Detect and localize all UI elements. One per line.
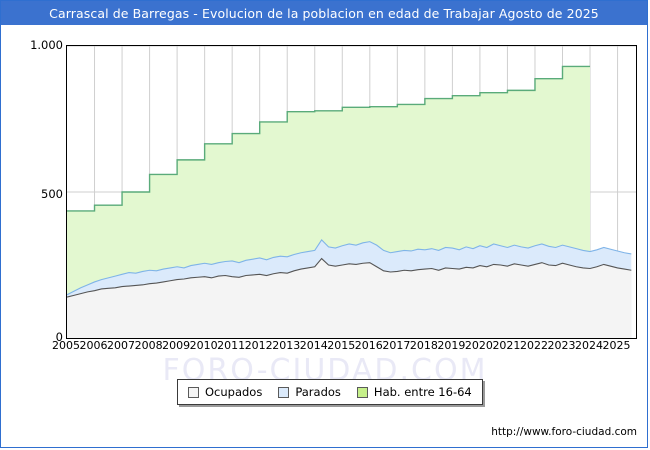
x-tick-2015: 2015 — [327, 339, 356, 352]
x-tick-2012: 2012 — [244, 339, 273, 352]
legend-swatch-ocupados — [188, 386, 199, 398]
legend-swatch-parados — [278, 386, 290, 398]
source-url: http://www.foro-ciudad.com — [491, 426, 637, 438]
x-tick-2020: 2020 — [464, 339, 493, 352]
series-ocupados — [67, 257, 632, 338]
x-tick-2013: 2013 — [272, 339, 301, 352]
y-tick-1000: 1.000 — [30, 38, 63, 52]
x-tick-2007: 2007 — [107, 339, 136, 352]
plot-area — [66, 45, 637, 339]
x-axis-labels: 2005 2006 2007 2008 2009 2010 2011 2012 2013 2014… — [52, 339, 636, 355]
x-tick-2011: 2011 — [217, 339, 246, 352]
x-tick-2016: 2016 — [354, 339, 383, 352]
x-tick-2018: 2018 — [409, 339, 438, 352]
x-tick-2005: 2005 — [52, 339, 80, 352]
x-tick-2022: 2022 — [519, 339, 548, 352]
chart-canvas — [67, 46, 636, 338]
x-tick-2025: 2025 — [602, 339, 631, 352]
x-tick-2017: 2017 — [382, 339, 411, 352]
legend-item-hab[interactable]: Hab. entre 16-64 — [356, 385, 472, 399]
x-tick-2009: 2009 — [162, 339, 191, 352]
window-title-bar: Carrascal de Barregas - Evolucion de la … — [1, 1, 647, 25]
page-title: Carrascal de Barregas - Evolucion de la … — [49, 5, 599, 21]
x-tick-2006: 2006 — [79, 339, 108, 352]
chart-legend: Ocupados Parados Hab. entre 16-64 — [177, 379, 483, 405]
legend-item-ocupados[interactable]: Ocupados — [188, 385, 262, 399]
x-tick-2019: 2019 — [437, 339, 466, 352]
x-tick-2008: 2008 — [134, 339, 163, 352]
y-tick-0: 0 — [55, 330, 63, 344]
y-axis-labels: 1.000 500 0 — [1, 1, 63, 401]
y-tick-500: 500 — [41, 187, 63, 201]
legend-label-hab: Hab. entre 16-64 — [373, 385, 472, 399]
legend-label-parados: Parados — [295, 385, 341, 399]
x-tick-2010: 2010 — [189, 339, 218, 352]
legend-item-parados[interactable]: Parados — [278, 385, 341, 399]
legend-swatch-hab — [356, 386, 368, 398]
x-tick-2014: 2014 — [299, 339, 328, 352]
x-tick-2021: 2021 — [492, 339, 521, 352]
legend-label-ocupados: Ocupados — [205, 385, 263, 399]
x-tick-2023: 2023 — [547, 339, 576, 352]
x-tick-2024: 2024 — [575, 339, 604, 352]
